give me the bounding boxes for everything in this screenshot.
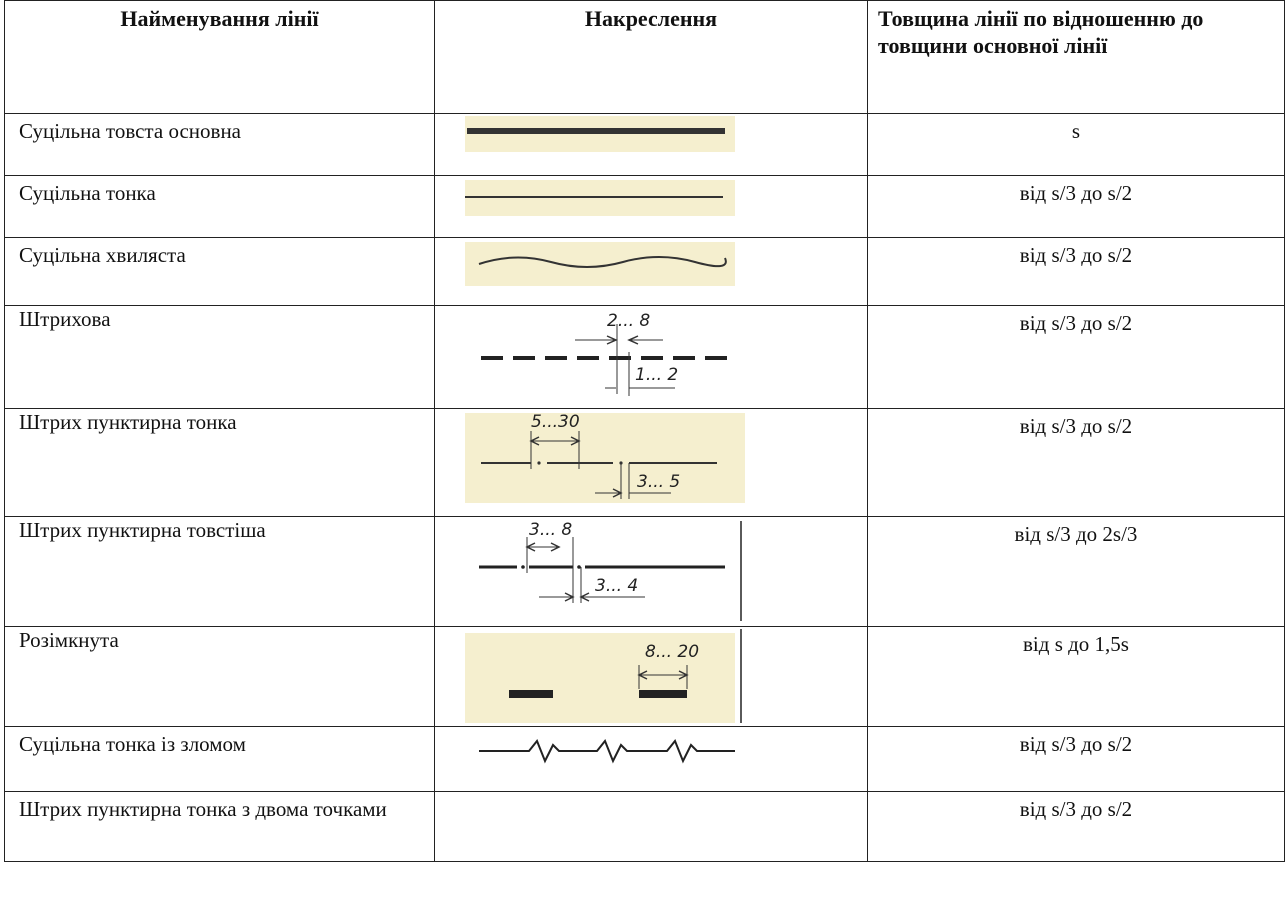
table-row: Штрих пунктирна тонка xyxy=(4,408,1285,517)
drawing-cell xyxy=(434,726,868,792)
table-row: Штрих пунктирна тонка з двома точками ві… xyxy=(4,791,1285,862)
line-name: Суцільна тонка із зломом xyxy=(19,732,246,756)
drawing-cell: 5...30 3... 5 xyxy=(434,408,868,517)
thickness-value: від s/3 до s/2 xyxy=(1019,311,1133,335)
line-name: Суцільна хвиляста xyxy=(19,243,186,267)
drawing-cell xyxy=(434,113,868,176)
thickness-cell: від s/3 до 2s/3 xyxy=(867,516,1285,627)
thickness-cell: s xyxy=(867,113,1285,176)
header-thickness: Товщина лінії по відношенню до товщини о… xyxy=(867,0,1285,114)
thickness-value: від s/3 до s/2 xyxy=(1019,732,1133,756)
table-row: Штрихова 2... 8 xyxy=(4,305,1285,409)
line-name: Штрих пунктирна тонка xyxy=(19,410,237,434)
thickness-value: від s/3 до 2s/3 xyxy=(1014,522,1138,546)
dim-label: 1... 2 xyxy=(635,365,678,385)
dim-label: 3... 5 xyxy=(637,472,680,492)
line-name-cell: Суцільна хвиляста xyxy=(4,237,435,306)
thickness-value: від s до 1,5s xyxy=(1023,632,1129,656)
drawing-cell xyxy=(434,237,868,306)
table-row: Штрих пунктирна товстіша xyxy=(4,516,1285,627)
header-name: Найменування лінії xyxy=(4,0,435,114)
line-name-cell: Суцільна тонка xyxy=(4,175,435,238)
thickness-cell: від s/3 до s/2 xyxy=(867,408,1285,517)
line-name: Штрих пунктирна товстіша xyxy=(19,518,266,542)
line-name: Штрих пунктирна тонка з двома точками xyxy=(19,797,387,821)
header-row: Найменування лінії Накреслення Товщина л… xyxy=(4,0,1285,114)
drawing-cell xyxy=(434,175,868,238)
drawing-cell: 3... 8 3... 4 xyxy=(434,516,868,627)
drawing-cell: 8... 20 xyxy=(434,626,868,727)
header-drawing: Накреслення xyxy=(434,0,868,114)
thickness-cell: від s/3 до s/2 xyxy=(867,175,1285,238)
open-line xyxy=(509,690,687,698)
line-name: Суцільна товста основна xyxy=(19,119,241,143)
line-name-cell: Суцільна товста основна xyxy=(4,113,435,176)
drawing-cell: 2... 8 1... 2 xyxy=(434,305,868,409)
thickness-cell: від s/3 до s/2 xyxy=(867,237,1285,306)
line-name: Розімкнута xyxy=(19,628,119,652)
line-name: Суцільна тонка xyxy=(19,181,156,205)
dim-label: 2... 8 xyxy=(607,311,650,331)
dim-label: 5...30 xyxy=(531,412,580,432)
line-name-cell: Штрих пунктирна товстіша xyxy=(4,516,435,627)
thickness-value: від s/3 до s/2 xyxy=(1019,797,1133,821)
thickness-value: s xyxy=(1071,119,1081,143)
line-types-table: Найменування лінії Накреслення Товщина л… xyxy=(4,0,1285,862)
thickness-cell: від s до 1,5s xyxy=(867,626,1285,727)
table-row: Суцільна хвиляста від s/3 до s/2 xyxy=(4,237,1285,306)
table-row: Суцільна тонка із зломом від s/3 до s/2 xyxy=(4,726,1285,792)
thickness-value: від s/3 до s/2 xyxy=(1019,243,1133,267)
dim-label: 3... 4 xyxy=(595,576,638,596)
line-name-cell: Штрихова xyxy=(4,305,435,409)
dash-dot-thin-line xyxy=(481,461,717,465)
dash-dot-thick-line xyxy=(479,565,725,569)
line-name-cell: Штрих пунктирна тонка з двома точками xyxy=(4,791,435,862)
line-name-cell: Суцільна тонка із зломом xyxy=(4,726,435,792)
table-row: Суцільна тонка від s/3 до s/2 xyxy=(4,175,1285,238)
line-name: Штрихова xyxy=(19,307,111,331)
drawing-cell xyxy=(434,791,868,862)
dim-label: 3... 8 xyxy=(529,520,572,540)
thickness-cell: від s/3 до s/2 xyxy=(867,305,1285,409)
line-name-cell: Розімкнута xyxy=(4,626,435,727)
thickness-cell: від s/3 до s/2 xyxy=(867,791,1285,862)
table-row: Суцільна товста основна s xyxy=(4,113,1285,176)
line-name-cell: Штрих пунктирна тонка xyxy=(4,408,435,517)
thickness-value: від s/3 до s/2 xyxy=(1019,181,1133,205)
table-row: Розімкнута 8... 20 xyxy=(4,626,1285,727)
thickness-value: від s/3 до s/2 xyxy=(1019,414,1133,438)
dim-label: 8... 20 xyxy=(645,642,699,662)
thickness-cell: від s/3 до s/2 xyxy=(867,726,1285,792)
